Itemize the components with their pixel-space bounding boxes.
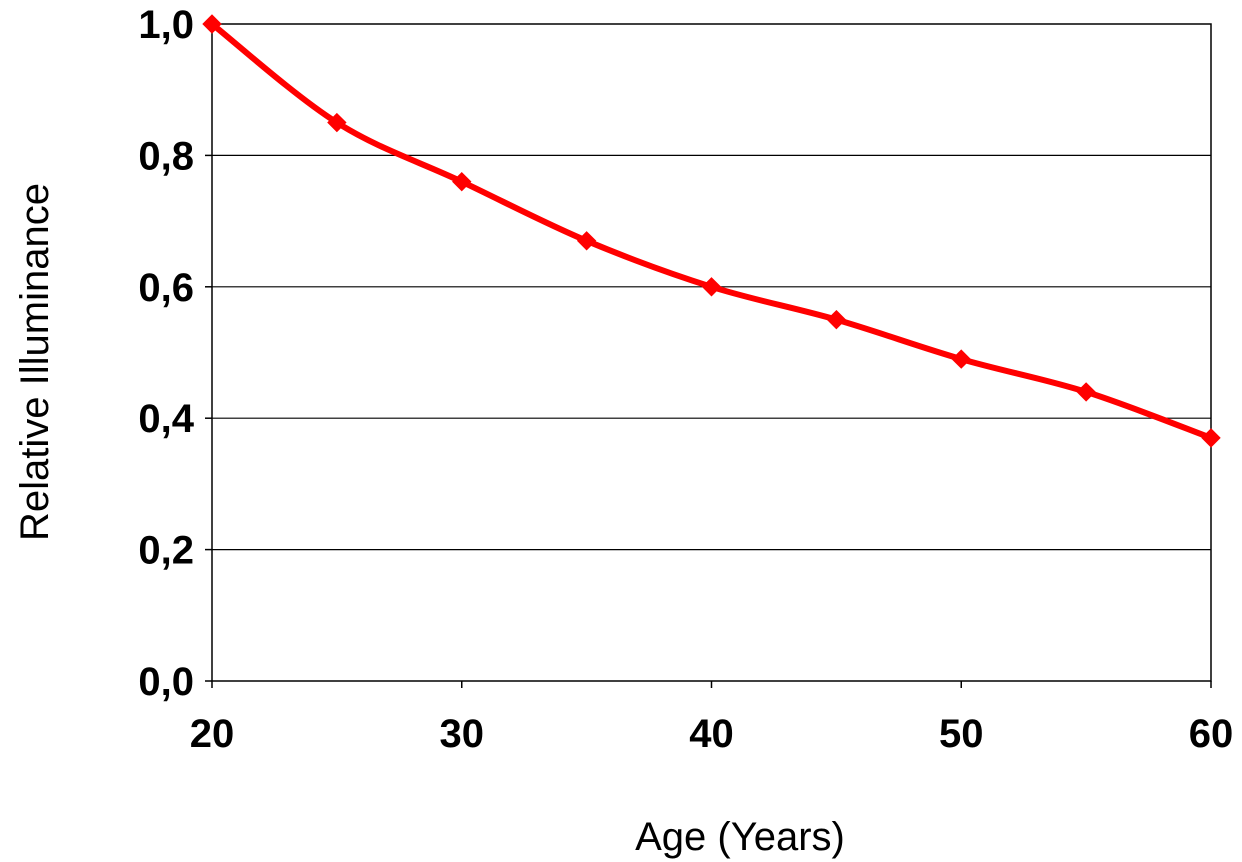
data-point-marker xyxy=(826,309,847,330)
y-tick-label: 0,8 xyxy=(138,134,194,178)
axes: 0,0 0,2 0,4 0,6 0,8 1,0 20 30 40 50 60 xyxy=(138,3,1233,756)
data-point-marker xyxy=(452,171,472,192)
data-point-marker xyxy=(1201,428,1221,448)
plot-area xyxy=(212,24,1211,681)
x-axis-title: Age (Years) xyxy=(635,815,845,859)
data-point-marker xyxy=(701,277,722,297)
series xyxy=(202,14,1221,448)
y-tick-label: 0,6 xyxy=(138,266,194,310)
x-tick-label: 30 xyxy=(440,712,485,756)
y-tick-label: 1,0 xyxy=(138,3,194,47)
x-tick-label: 60 xyxy=(1189,712,1234,756)
x-tick-label: 50 xyxy=(939,712,984,756)
x-tick-label: 20 xyxy=(190,712,235,756)
data-point-marker xyxy=(202,14,222,34)
data-point-marker xyxy=(576,231,597,251)
data-point-marker xyxy=(1076,382,1096,402)
y-tick-label: 0,4 xyxy=(138,397,194,441)
x-tick-label: 40 xyxy=(689,712,734,756)
y-tick-label: 0,2 xyxy=(138,529,194,573)
y-tick-label: 0,0 xyxy=(138,660,194,704)
data-point-marker xyxy=(327,112,347,133)
data-point-marker xyxy=(951,349,971,369)
y-axis-title: Relative Illuminance xyxy=(13,183,57,541)
